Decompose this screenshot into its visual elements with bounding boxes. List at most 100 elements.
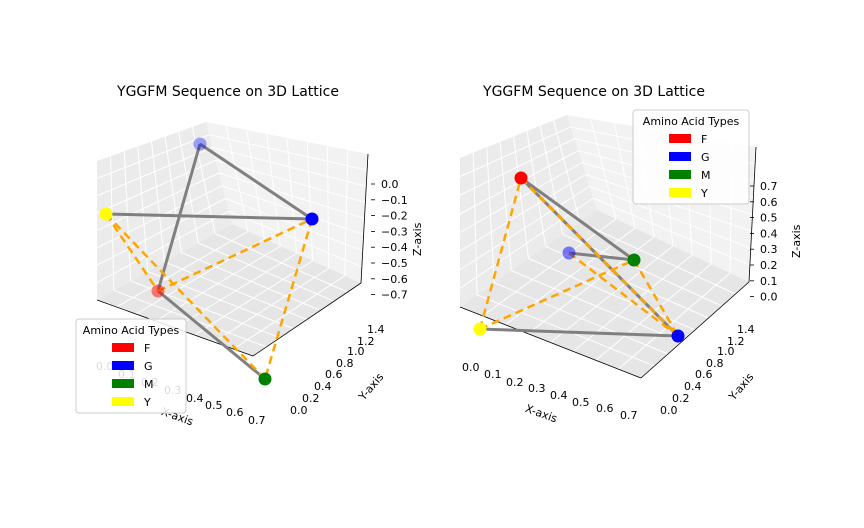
y-tick-label: 0.8 (706, 357, 724, 370)
gridline (233, 275, 346, 350)
y-tick-label: 0.2 (672, 392, 690, 405)
contact-line (157, 217, 313, 293)
y-tick-label: 1.4 (737, 323, 755, 336)
z-tick-label: 0.1 (760, 275, 778, 288)
backbone-line (479, 327, 679, 338)
y-tick-label: 0.6 (695, 368, 713, 381)
gridline (618, 272, 731, 370)
x-tick-label: 0.2 (506, 376, 524, 389)
gridline (306, 141, 314, 261)
legend-label-Y: Y (700, 187, 708, 200)
backbone-line (105, 212, 313, 221)
y-tick-label: 0.0 (290, 404, 308, 417)
chart-title: YGGFM Sequence on 3D Lattice (116, 84, 339, 100)
gridline (137, 146, 149, 272)
z-axis-line (748, 146, 757, 283)
legend-label-F: F (144, 342, 150, 355)
contact-line (632, 259, 680, 337)
x-tick-label: 0.3 (528, 382, 546, 395)
gridline (96, 185, 223, 249)
contact-line (479, 258, 635, 331)
gridline (327, 145, 330, 269)
contact-line (263, 218, 314, 380)
gridline (486, 147, 495, 283)
chart-title: YGGFM Sequence on 3D Lattice (482, 84, 705, 100)
residue-point-F (514, 171, 528, 185)
z-tick-label: 0.0 (760, 291, 778, 304)
y-axis-label: Y-axis (726, 370, 757, 403)
legend-swatch-M (669, 170, 691, 179)
legend-swatch-F (112, 343, 134, 352)
x-tick-label: 0.7 (620, 409, 638, 422)
z-tick-label: −0.2 (381, 210, 408, 223)
y-tick-label: 1.4 (367, 323, 385, 336)
z-axis-line (360, 153, 369, 284)
residue-point-G (305, 212, 319, 226)
legend-label-G: G (701, 151, 710, 164)
y-tick-label: 0.2 (302, 392, 320, 405)
x-tick-label: 0.5 (572, 396, 590, 409)
back-left-pane (460, 115, 597, 307)
z-tick-label: −0.3 (381, 225, 408, 238)
residue-point-G (562, 246, 576, 260)
residue-point-G (671, 329, 685, 343)
backbone-line (199, 142, 313, 221)
legend-swatch-F (669, 134, 691, 143)
x-axis-line (459, 306, 642, 379)
legend-swatch-Y (112, 397, 134, 406)
y-tick-label: 0.6 (325, 368, 343, 381)
z-tick-label: 0.5 (760, 212, 778, 225)
chart-panel-1: YGGFM Sequence on 3D Lattice 0.0 −0.1 −0.2 −… (75, 84, 424, 429)
gridline (228, 210, 363, 268)
contact-line (568, 252, 679, 337)
legend-label-M: M (144, 378, 154, 391)
residue-point-F (151, 284, 165, 298)
residue-point-G (193, 137, 207, 151)
z-tick-label: −0.5 (381, 257, 408, 270)
gridline (499, 141, 512, 271)
z-tick-label: 0.2 (760, 259, 778, 272)
legend-label-G: G (144, 360, 153, 373)
z-tick-label: 0.7 (760, 180, 778, 193)
x-axis-label: X-axis (523, 402, 559, 426)
legend-label-Y: Y (143, 396, 151, 409)
x-tick-label: 0.7 (248, 414, 266, 427)
y-tick-label: 0.4 (314, 380, 332, 393)
z-tick-label: −0.6 (381, 273, 408, 286)
gridline (110, 156, 115, 291)
z-tick-label: 0.4 (760, 227, 778, 240)
backbone-line (568, 251, 635, 262)
z-tick-label: −0.7 (381, 289, 408, 302)
backbone-line (156, 143, 202, 292)
x-tick-label: 0.4 (550, 389, 568, 402)
x-tick-label: 0.6 (596, 402, 614, 415)
contact-line (520, 177, 679, 337)
gridline (213, 267, 330, 343)
y-tick-label: 1.2 (727, 335, 745, 348)
gridline (572, 254, 693, 352)
z-axis-label: Z-axis (790, 224, 803, 258)
gridline (222, 185, 364, 236)
gridline (511, 270, 682, 343)
y-tick-label: 0.8 (336, 357, 354, 370)
gridline (164, 261, 308, 320)
z-tick-label: 0.0 (381, 178, 399, 191)
gridline (96, 172, 220, 231)
chart-panel-2: YGGFM Sequence on 3D Lattice 0.0 0.1 0.2 0.3… (459, 84, 803, 426)
residue-point-M (627, 253, 641, 267)
contact-line (104, 213, 160, 292)
legend-title: Amino Acid Types (643, 115, 740, 128)
x-tick-label: 0.6 (226, 406, 244, 419)
x-tick-label: 0.1 (484, 368, 502, 381)
contact-line (478, 177, 523, 330)
z-tick-label: 0.3 (760, 243, 778, 256)
z-tick-label: 0.6 (760, 196, 778, 209)
gridline (459, 185, 590, 271)
backbone-line (520, 176, 635, 262)
gridline (123, 151, 132, 282)
y-tick-label: 0.4 (684, 380, 702, 393)
gridline (494, 282, 669, 355)
y-axis-label: Y-axis (356, 370, 387, 403)
